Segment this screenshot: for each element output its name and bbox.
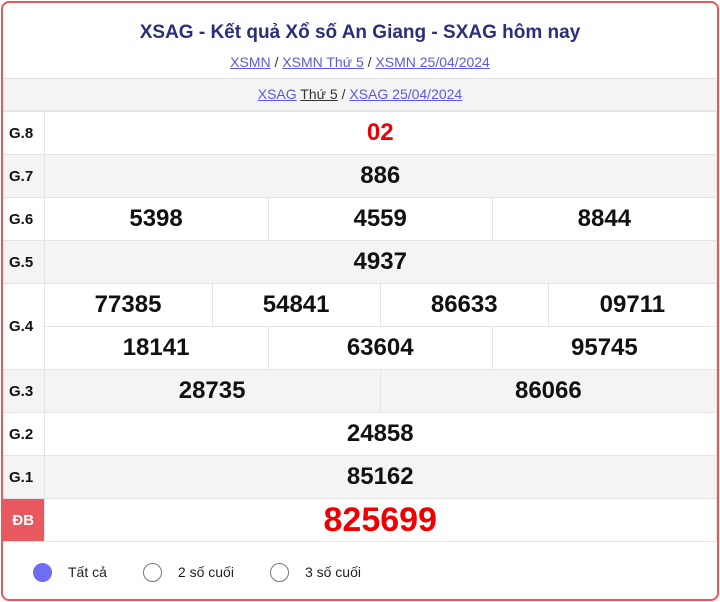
prize-number: 5398 [43,197,269,241]
results-table: G.8 02 G.7 886 G.6 5398 4559 8844 G.5 4937 G.4… [3,111,717,542]
prize-number: 86633 [379,283,549,327]
option-last-2[interactable]: 2 số cuối [142,562,234,582]
row-g4: G.4 77385 54841 86633 09711 [3,283,717,370]
prize-number: 54841 [211,283,381,327]
sub-breadcrumb: XSAG Thứ 5 / XSAG 25/04/2024 [3,79,717,111]
radio-icon[interactable] [142,562,162,582]
crumb-xsmn-day[interactable]: XSMN Thứ 5 [282,54,364,70]
prize-label: ĐB [3,498,45,542]
prize-label: G.7 [3,154,45,198]
row-g7: G.7 886 [3,154,717,198]
option-label: 2 số cuối [177,564,234,580]
prize-label: G.3 [3,369,45,413]
row-g4b: 18141 63604 95745 [3,326,717,370]
prize-number: 63604 [267,326,493,370]
option-all[interactable]: Tất cả [33,562,107,582]
prize-number: 4559 [267,197,493,241]
prize-number: 95745 [491,326,717,370]
prize-number: 8844 [491,197,717,241]
header: XSAG - Kết quả Xổ số An Giang - SXAG hôm… [3,3,717,79]
prize-number: 886 [43,154,717,198]
link-xsag-date[interactable]: XSAG 25/04/2024 [349,86,463,102]
prize-label: G.6 [3,197,45,241]
row-g2: G.2 24858 [3,412,717,456]
special-prize-number: 825699 [43,498,717,542]
prize-number: 86066 [379,369,717,413]
day-label: Thứ 5 [300,86,338,102]
row-g1: G.1 85162 [3,455,717,499]
option-last-3[interactable]: 3 số cuối [269,562,361,582]
page-title: XSAG - Kết quả Xổ số An Giang - SXAG hôm… [139,22,581,43]
prize-number: 02 [43,111,717,155]
row-g6: G.6 5398 4559 8844 [3,197,717,241]
row-g8: G.8 02 [3,111,717,155]
prize-label: G.5 [3,240,45,284]
crumb-xsmn-date[interactable]: XSMN 25/04/2024 [375,54,490,70]
prize-number: 77385 [43,283,213,327]
option-label: Tất cả [68,564,107,580]
prize-number: 28735 [43,369,381,413]
row-db: ĐB 825699 [3,498,717,542]
radio-icon[interactable] [269,562,289,582]
prize-number: 09711 [547,283,717,327]
prize-label: G.2 [3,412,45,456]
option-label: 3 số cuối [304,564,361,580]
prize-number: 85162 [43,455,717,499]
row-g3: G.3 28735 86066 [3,369,717,413]
prize-number: 18141 [43,326,269,370]
breadcrumb: XSMN / XSMN Thứ 5 / XSMN 25/04/2024 [230,54,490,70]
prize-label: G.4 [3,283,45,370]
crumb-xsmn[interactable]: XSMN [230,54,271,70]
link-xsag[interactable]: XSAG [257,86,297,102]
prize-label: G.8 [3,111,45,155]
display-options: Tất cả 2 số cuối 3 số cuối [3,542,717,599]
prize-number: 4937 [43,240,717,284]
radio-icon[interactable] [33,562,52,582]
prize-number: 24858 [43,412,717,456]
prize-label: G.1 [3,455,45,499]
row-g5: G.5 4937 [3,240,717,284]
